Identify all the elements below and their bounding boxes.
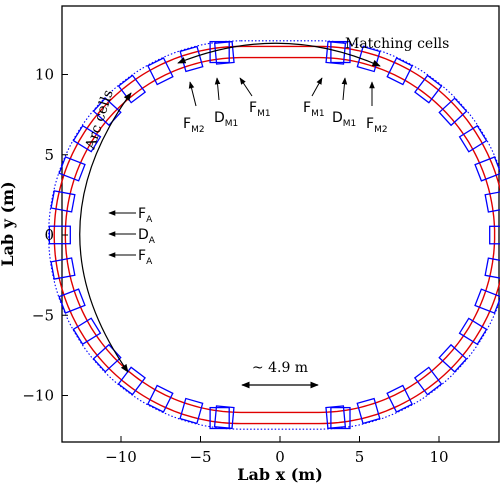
arc-cells-label: Arc cells <box>82 88 116 152</box>
dm1-left-label: DM1 <box>214 110 238 129</box>
magnet-4 <box>438 97 468 127</box>
y-tick-label: 0 <box>44 226 54 244</box>
magnet-10 <box>474 288 500 314</box>
magnet-37 <box>330 406 351 430</box>
magnet-25 <box>48 225 71 245</box>
plot-frame <box>61 5 500 443</box>
magnet-22 <box>72 124 102 153</box>
magnet-21 <box>92 97 122 127</box>
magnet-26 <box>50 257 76 280</box>
magnet-13 <box>413 366 443 396</box>
magnet-31 <box>146 384 174 413</box>
magnet-9 <box>484 257 500 280</box>
magnet-5 <box>458 124 488 153</box>
y-axis-label: Lab y (m) <box>0 181 17 266</box>
ring-series-0 <box>53 45 500 425</box>
magnet-17 <box>213 40 235 65</box>
straight-length-label: ~ 4.9 m <box>252 360 308 376</box>
magnet-8 <box>489 225 500 245</box>
magnet-33 <box>213 405 235 430</box>
y-tick-label: 10 <box>35 66 54 84</box>
y-tick-label: −10 <box>22 387 54 405</box>
dm1-right-arrow <box>341 77 348 101</box>
fm1-right-label: FM1 <box>303 100 325 119</box>
fm2-right-label: FM2 <box>366 116 388 135</box>
magnet-11 <box>458 317 488 346</box>
y-tick-label: −5 <box>32 306 54 324</box>
fm2-left-label: FM2 <box>183 116 205 135</box>
dm1-left-arrow <box>214 77 221 101</box>
magnet-23 <box>58 156 86 182</box>
matching-cells-arrow <box>177 42 381 67</box>
magnet-27 <box>58 288 86 314</box>
magnet-32 <box>179 397 204 425</box>
x-tick-label: 5 <box>355 448 365 466</box>
magnet-30 <box>117 366 146 396</box>
magnet-2 <box>386 57 414 86</box>
magnet-15 <box>356 397 381 425</box>
x-tick-label: 10 <box>429 448 448 466</box>
x-tick-label: −5 <box>189 448 211 466</box>
ring-series-1 <box>64 56 496 414</box>
fm1-right-arrow <box>311 77 323 97</box>
fm1-left-label: FM1 <box>249 100 271 119</box>
magnet-16 <box>325 405 347 430</box>
axis-ticks: −10 −5 0 5 10 −10 −5 0 5 10 <box>22 66 448 467</box>
x-axis-label: Lab x (m) <box>237 465 323 484</box>
x-tick-label: −10 <box>105 448 137 466</box>
y-tick-label: 5 <box>44 146 54 164</box>
magnet-36 <box>209 406 230 430</box>
magnet-14 <box>386 384 413 413</box>
magnet-6 <box>474 156 500 182</box>
da-label: DA <box>138 227 156 246</box>
plot-content <box>48 40 500 430</box>
magnet-12 <box>438 343 468 373</box>
magnet-19 <box>147 57 174 86</box>
arc-cells-arrow <box>79 92 132 373</box>
magnet-3 <box>414 74 443 104</box>
matching-cells-label: Matching cells <box>345 36 449 52</box>
fa-bottom-label: FA <box>138 248 153 267</box>
magnet-24 <box>50 190 76 213</box>
fm2-left-arrow <box>188 81 197 107</box>
fa-top-label: FA <box>138 206 153 225</box>
x-tick-label: 0 <box>275 448 285 466</box>
magnet-28 <box>72 317 102 346</box>
magnet-7 <box>484 190 500 213</box>
fm1-left-arrow <box>239 77 253 97</box>
dm1-right-label: DM1 <box>332 110 356 129</box>
